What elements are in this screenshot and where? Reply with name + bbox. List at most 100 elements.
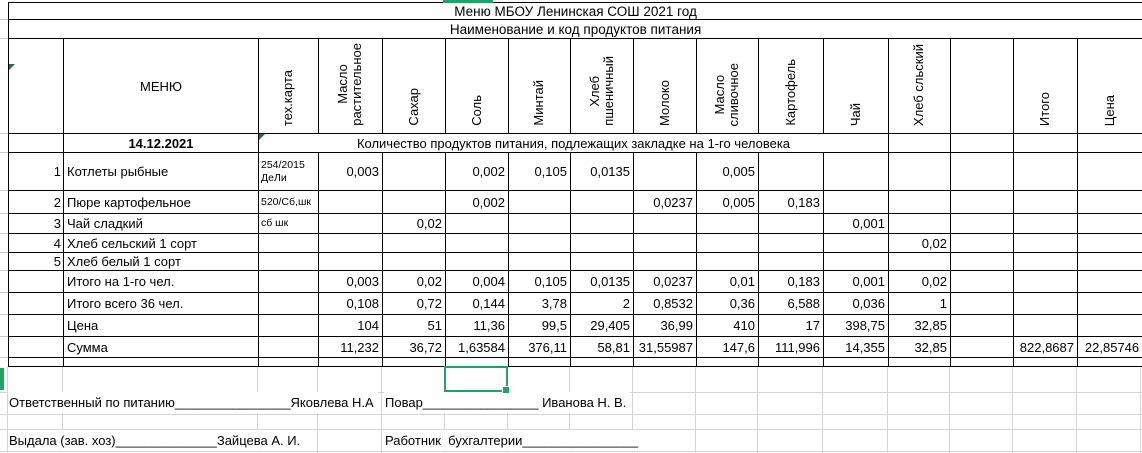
- value-cell[interactable]: 398,75: [823, 314, 889, 337]
- value-cell[interactable]: 0,001: [823, 213, 889, 234]
- price-cell[interactable]: [1076, 152, 1142, 191]
- price-cell[interactable]: [1076, 252, 1142, 271]
- sheet-title-cell[interactable]: Меню МБОУ Ленинская СОШ 2021 год: [7, 2, 1142, 20]
- value-cell[interactable]: [318, 190, 383, 214]
- value-cell[interactable]: 14,355: [823, 336, 889, 358]
- value-cell[interactable]: [888, 252, 951, 271]
- dish-name-cell[interactable]: Хлеб сельский 1 сорт: [63, 233, 259, 253]
- grid-cell[interactable]: [758, 357, 824, 367]
- value-cell[interactable]: 0,003: [318, 270, 383, 293]
- dish-name-cell[interactable]: Чай сладкий: [63, 213, 259, 234]
- col-header-vegetable-oil[interactable]: Масло растительное: [318, 38, 383, 134]
- value-cell[interactable]: 0,72: [382, 292, 446, 315]
- grid-cell[interactable]: [258, 357, 319, 367]
- price-cell[interactable]: [1076, 270, 1142, 293]
- price-cell[interactable]: [1076, 213, 1142, 234]
- row-number-cell[interactable]: 3: [8, 213, 64, 234]
- accountant-signature-line[interactable]: Работник бухгалтерии________________: [384, 430, 643, 451]
- value-cell[interactable]: 0,105: [508, 270, 571, 293]
- value-cell[interactable]: 31,55987: [633, 336, 697, 358]
- value-cell[interactable]: 99,5: [508, 314, 571, 337]
- total-cell[interactable]: [1013, 190, 1078, 214]
- value-cell[interactable]: 0,0237: [633, 190, 697, 214]
- grid-cell[interactable]: [950, 152, 1014, 191]
- value-cell[interactable]: 1,63584: [445, 336, 509, 358]
- value-cell[interactable]: 32,85: [888, 336, 951, 358]
- value-cell[interactable]: 0,036: [823, 292, 889, 315]
- grid-cell[interactable]: [633, 357, 697, 367]
- value-cell[interactable]: 36,72: [382, 336, 446, 358]
- total-cell[interactable]: [1013, 270, 1078, 293]
- value-cell[interactable]: [382, 233, 446, 253]
- value-cell[interactable]: [508, 213, 571, 234]
- tech-card-cell[interactable]: [258, 336, 319, 358]
- grid-cell[interactable]: [950, 233, 1014, 253]
- value-cell[interactable]: [696, 233, 759, 253]
- value-cell[interactable]: 0,0237: [633, 270, 697, 293]
- grid-cell[interactable]: [8, 38, 64, 134]
- value-cell[interactable]: [570, 190, 634, 214]
- row-number-cell[interactable]: 1: [8, 152, 64, 191]
- value-cell[interactable]: [318, 213, 383, 234]
- price-cell[interactable]: 22,85746: [1076, 336, 1142, 358]
- value-cell[interactable]: [382, 190, 446, 214]
- value-cell[interactable]: 0,001: [823, 270, 889, 293]
- grid-cell[interactable]: [63, 357, 259, 367]
- grid-cell[interactable]: [1013, 357, 1078, 367]
- value-cell[interactable]: 0,183: [758, 270, 824, 293]
- grid-cell[interactable]: [508, 357, 571, 367]
- value-cell[interactable]: 11,232: [318, 336, 383, 358]
- grid-cell[interactable]: [888, 357, 951, 367]
- menu-column-header-cell[interactable]: МЕНЮ: [63, 38, 259, 134]
- value-cell[interactable]: 36,99: [633, 314, 697, 337]
- grid-cell[interactable]: [1076, 133, 1142, 153]
- value-cell[interactable]: 29,405: [570, 314, 634, 337]
- grid-cell[interactable]: [318, 357, 383, 367]
- tech-card-cell[interactable]: 520/Сб,шк: [258, 190, 319, 214]
- value-cell[interactable]: [445, 213, 509, 234]
- grid-cell[interactable]: [8, 357, 64, 367]
- value-cell[interactable]: [696, 213, 759, 234]
- total-cell[interactable]: 822,8687: [1013, 336, 1078, 358]
- grid-cell[interactable]: [950, 190, 1014, 214]
- dish-name-cell[interactable]: Хлеб белый 1 сорт: [63, 252, 259, 271]
- value-cell[interactable]: [633, 152, 697, 191]
- total-cell[interactable]: [1013, 292, 1078, 315]
- row-number-cell[interactable]: 2: [8, 190, 64, 214]
- price-label-cell[interactable]: Цена: [63, 314, 259, 337]
- value-cell[interactable]: [758, 152, 824, 191]
- value-cell[interactable]: [823, 252, 889, 271]
- value-cell[interactable]: 0,01: [696, 270, 759, 293]
- total-cell[interactable]: [1013, 152, 1078, 191]
- value-cell[interactable]: 0,0135: [570, 152, 634, 191]
- row-number-cell[interactable]: [8, 292, 64, 315]
- tech-card-cell[interactable]: [258, 292, 319, 315]
- value-cell[interactable]: [888, 152, 951, 191]
- value-cell[interactable]: 0,02: [888, 233, 951, 253]
- value-cell[interactable]: [633, 233, 697, 253]
- issuer-signature-line[interactable]: Выдала (зав. хоз)______________Зайцева А…: [8, 430, 305, 451]
- value-cell[interactable]: 2: [570, 292, 634, 315]
- quantity-caption-cell[interactable]: Количество продуктов питания, подлежащих…: [258, 133, 889, 153]
- grid-cell[interactable]: [696, 357, 759, 367]
- price-cell[interactable]: [1076, 292, 1142, 315]
- value-cell[interactable]: 0,105: [508, 152, 571, 191]
- value-cell[interactable]: [633, 213, 697, 234]
- value-cell[interactable]: [888, 190, 951, 214]
- value-cell[interactable]: [445, 233, 509, 253]
- date-cell[interactable]: 14.12.2021: [63, 133, 259, 153]
- tech-card-cell[interactable]: сб шк: [258, 213, 319, 234]
- tech-card-cell[interactable]: [258, 314, 319, 337]
- grid-cell[interactable]: [950, 270, 1014, 293]
- value-cell[interactable]: [888, 213, 951, 234]
- value-cell[interactable]: [696, 252, 759, 271]
- value-cell[interactable]: 58,81: [570, 336, 634, 358]
- value-cell[interactable]: [508, 190, 571, 214]
- tech-card-cell[interactable]: 254/2015 ДеЛи: [258, 152, 319, 191]
- totals-label-cell[interactable]: Итого на 1-го чел.: [63, 270, 259, 293]
- col-header-price[interactable]: Цена: [1076, 38, 1142, 134]
- value-cell[interactable]: [570, 213, 634, 234]
- value-cell[interactable]: [633, 252, 697, 271]
- row-number-cell[interactable]: [8, 270, 64, 293]
- value-cell[interactable]: [318, 233, 383, 253]
